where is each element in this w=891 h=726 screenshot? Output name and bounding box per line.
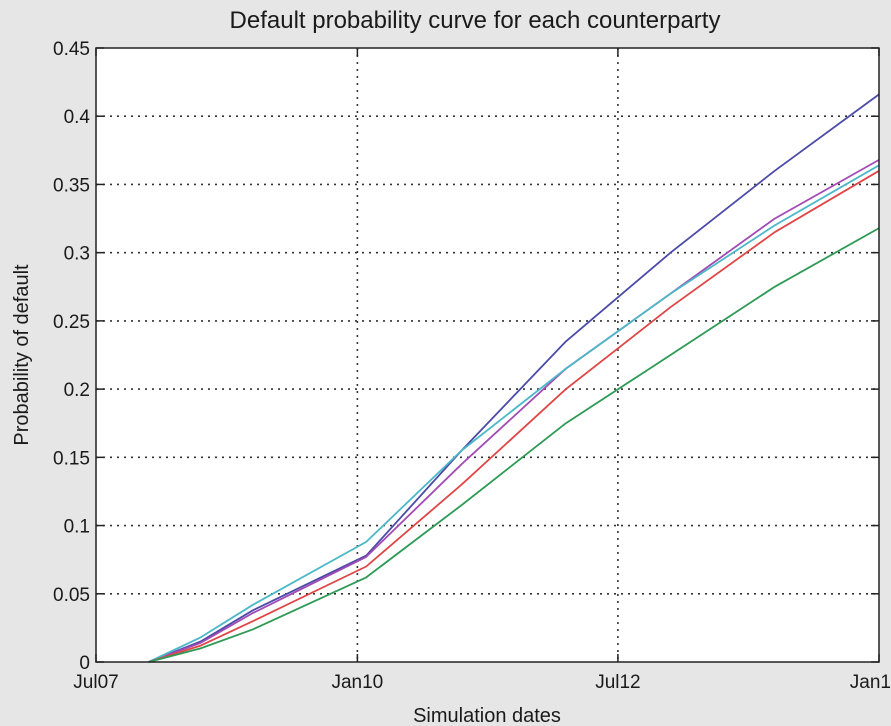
y-tick-label: 0.45 [53, 39, 90, 60]
series-line-2 [148, 159, 880, 663]
y-axis-label: Probability of default [11, 264, 33, 446]
x-tick-label: Jan1 [850, 672, 891, 693]
y-tick-label: 0.4 [64, 107, 91, 128]
y-tick-label: 0.25 [53, 312, 90, 333]
y-tick-label: 0.3 [64, 244, 90, 265]
y-tick-label: 0.15 [53, 448, 90, 469]
chart-title: Default probability curve for each count… [230, 7, 721, 34]
y-tick-label: 0.05 [53, 585, 90, 606]
series-lines [148, 93, 880, 663]
y-tick-label: 0.2 [64, 380, 90, 401]
y-tick-label: 0.35 [53, 175, 90, 196]
series-line-3 [148, 164, 880, 663]
x-tick-label: Jul12 [595, 672, 640, 693]
x-tick-label: Jan10 [331, 672, 383, 693]
y-tick-label: 0 [79, 653, 90, 674]
plot-frame [95, 47, 880, 663]
x-axis-label: Simulation dates [413, 705, 561, 726]
plot-area [96, 48, 879, 662]
axis-ticks: 0 0.05 0.1 0.15 0.2 0.25 0.3 0.35 0.4 0.45 Jul07 Ja… [53, 39, 891, 693]
series-line-5 [148, 227, 880, 663]
x-tick-label: Jul07 [73, 672, 118, 693]
series-line-4 [148, 170, 880, 663]
y-tick-label: 0.1 [64, 517, 90, 538]
